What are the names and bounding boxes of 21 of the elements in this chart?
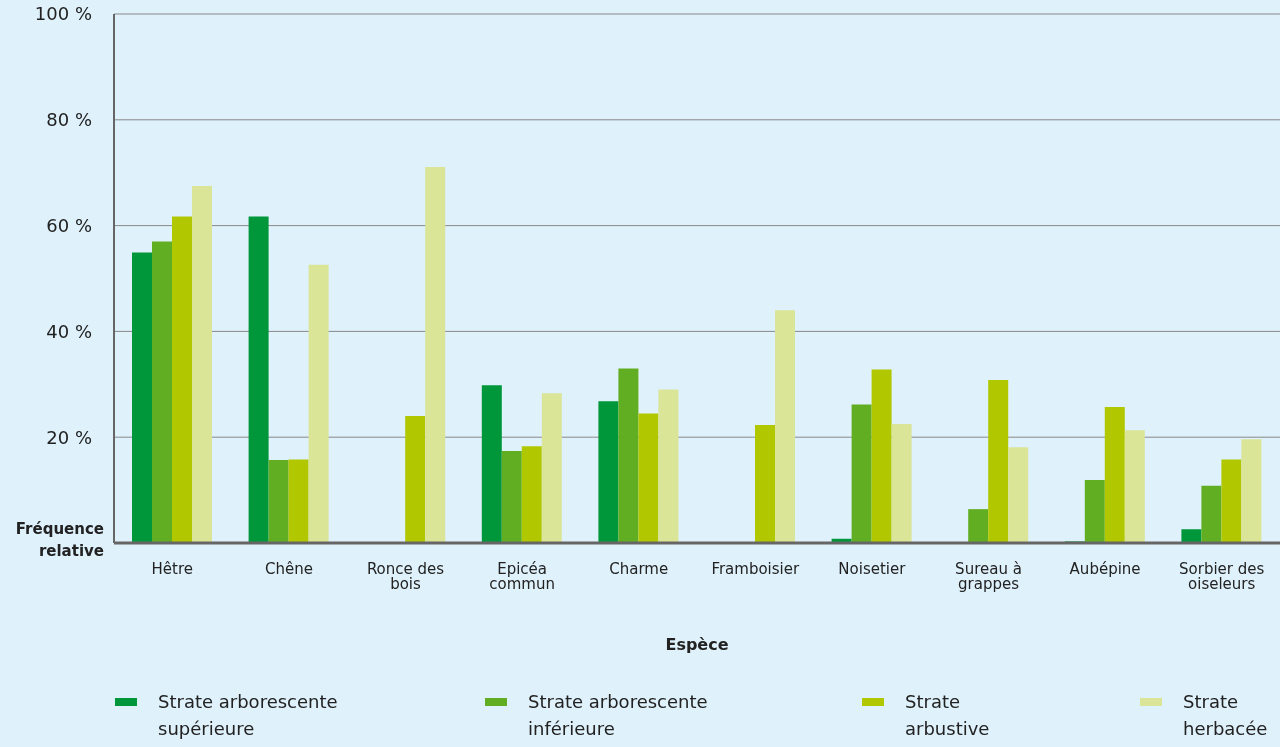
legend-label: Strate herbacée (1183, 690, 1269, 741)
y-tick-label: 100 % (34, 3, 92, 25)
x-tick-label: Epicéa commun (489, 559, 555, 593)
x-tick-label: Framboisier (711, 559, 800, 578)
y-tick-label: 20 % (46, 426, 92, 448)
y-axis-title: Fréquence relative (14, 519, 104, 562)
x-axis-title: Espèce (665, 635, 729, 654)
x-tick-label: Charme (609, 559, 669, 578)
y-tick-label: 80 % (46, 109, 92, 131)
x-tick-label: Aubépine (1069, 559, 1141, 578)
legend-label: Strate arbustive (905, 690, 991, 741)
x-tick-label: Sorbier des oiseleurs (1179, 559, 1265, 593)
x-tick-label: Noisetier (838, 559, 907, 578)
x-tick-label: Sureau à grappes (955, 559, 1022, 593)
legend-label: Strate arborescente supérieure (158, 690, 339, 741)
y-tick-label: 60 % (46, 214, 92, 236)
x-tick-label: Hêtre (151, 559, 194, 578)
x-tick-label: Ronce des bois (366, 559, 445, 593)
y-tick-label: 40 % (46, 320, 92, 342)
x-tick-label: Chêne (264, 559, 313, 578)
legend-label: Strate arborescente inférieure (528, 690, 709, 741)
